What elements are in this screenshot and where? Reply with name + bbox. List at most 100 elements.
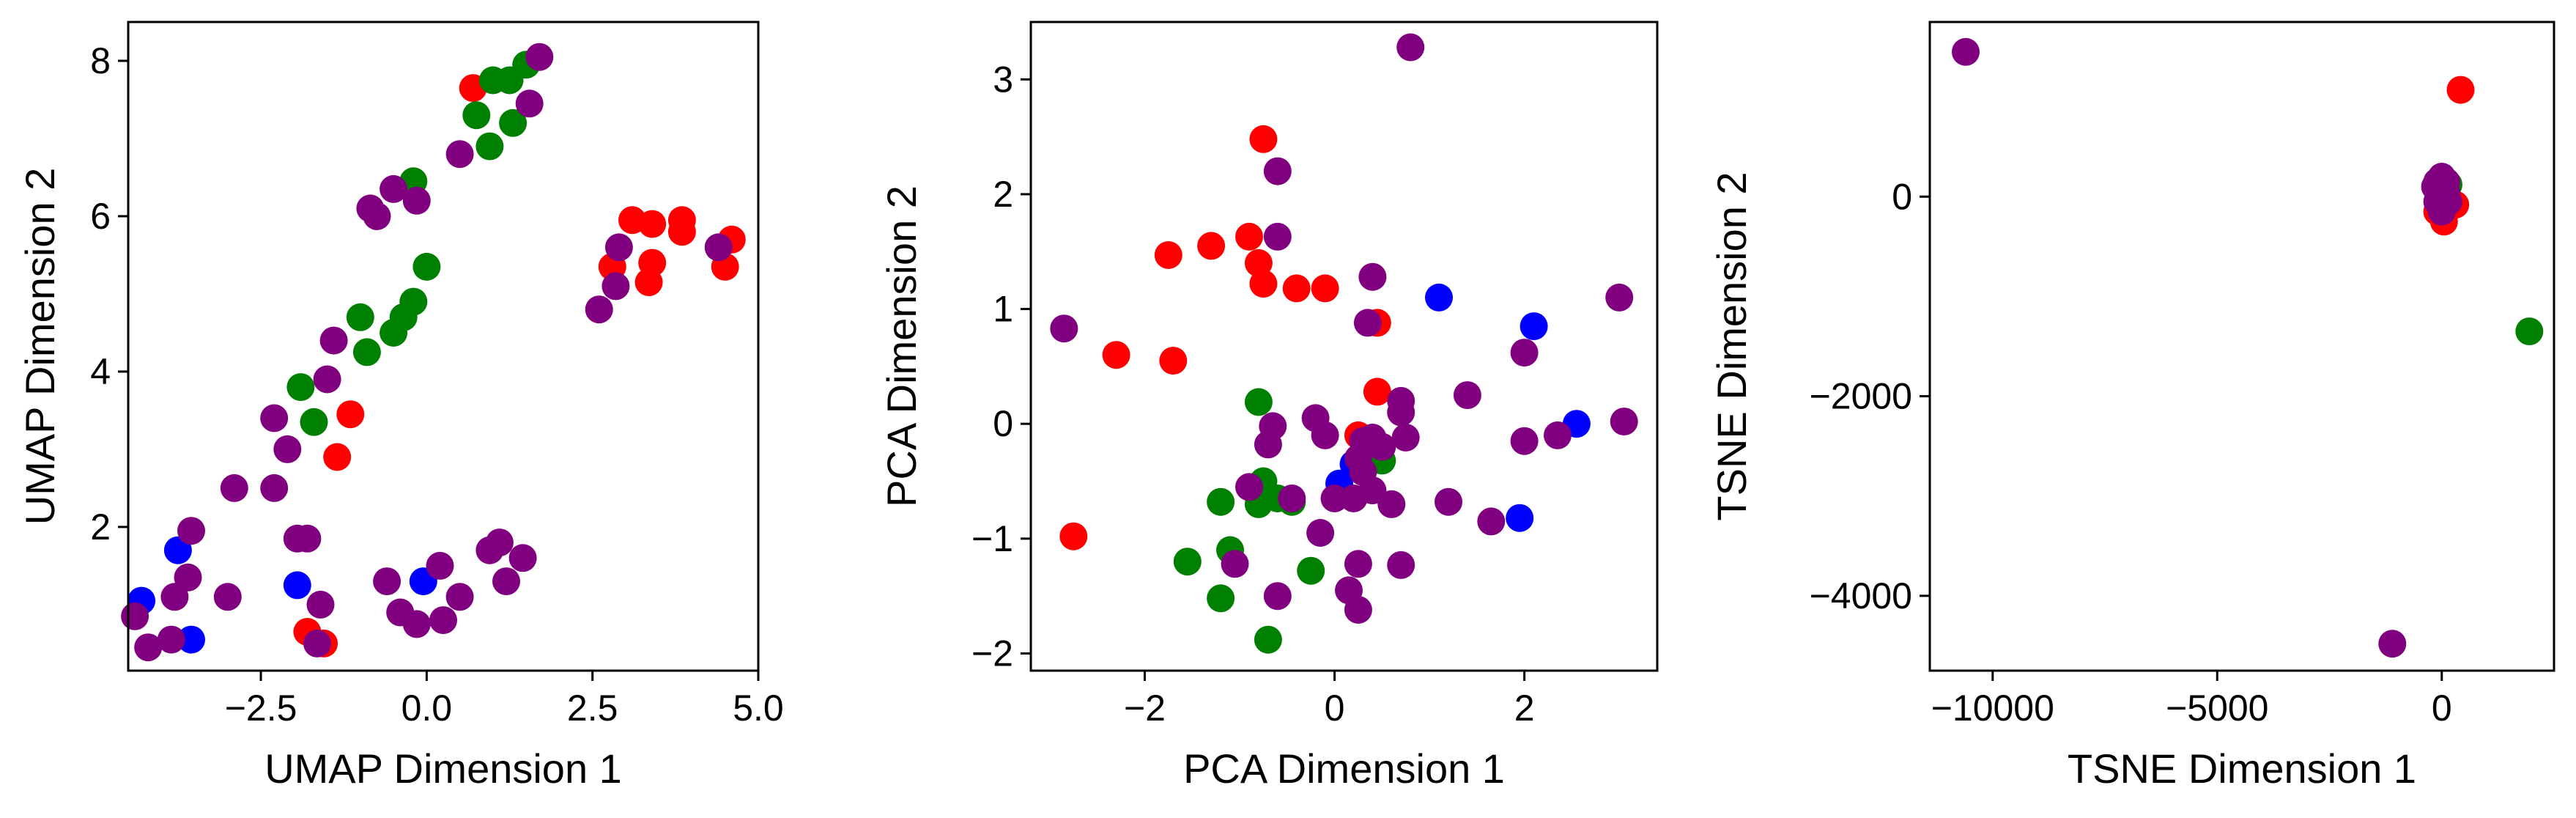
- umap-point-series-0-4: [667, 218, 696, 246]
- umap-point-series-0-10: [336, 400, 365, 429]
- pca-point-series-3-21: [1368, 432, 1396, 461]
- pca-point-series-0-6: [1282, 274, 1311, 303]
- umap-point-series-3-27: [303, 629, 331, 657]
- umap-point-series-3-8: [602, 272, 630, 301]
- tsne-x-tick-label-2: 0: [2432, 688, 2452, 729]
- umap-point-series-3-9: [585, 295, 613, 324]
- umap-point-series-1-14: [300, 408, 328, 436]
- tsne-x-tick-label-0: −10000: [1931, 688, 2054, 729]
- pca-y-tick-label-3: 1: [993, 289, 1013, 330]
- pca-point-series-2-3: [1506, 504, 1534, 532]
- pca-point-series-3-27: [1377, 490, 1406, 518]
- umap-point-series-2-3: [283, 571, 311, 600]
- pca-x-tick-label-2: 2: [1514, 688, 1535, 729]
- pca-point-series-3-29: [1477, 507, 1506, 536]
- umap-point-series-3-35: [485, 528, 514, 557]
- pca-point-series-3-28: [1435, 487, 1462, 516]
- pca-point-series-1-7: [1173, 548, 1202, 576]
- tsne-scatter-panel: −10000 −5000 0 −4000 −2000 0 TSNE Dimension 1 T…: [1709, 21, 2555, 792]
- umap-point-series-1-13: [286, 373, 315, 402]
- pca-point-series-3-12: [1544, 421, 1572, 449]
- pca-x-axis-label: PCA Dimension 1: [1183, 745, 1505, 792]
- umap-point-series-3-11: [319, 326, 348, 355]
- pca-point-series-1-8: [1207, 584, 1235, 613]
- pca-y-tick-label-5: 3: [993, 59, 1013, 100]
- umap-x-tick-label-3: 5.0: [733, 688, 784, 729]
- tsne-point-series-0-0: [2446, 75, 2475, 104]
- pca-point-series-3-34: [1344, 550, 1372, 578]
- pca-point-series-3-4: [1353, 309, 1382, 337]
- pca-y-tick-label-2: 0: [993, 403, 1013, 444]
- pca-axes-frame: [1029, 21, 1659, 672]
- tsne-point-series-3-0: [1952, 37, 1980, 66]
- pca-point-series-3-8: [1453, 381, 1481, 410]
- pca-point-series-3-13: [1610, 408, 1638, 436]
- pca-point-series-3-25: [1320, 484, 1349, 512]
- umap-point-series-3-30: [402, 610, 431, 638]
- umap-axes-frame: [127, 21, 760, 672]
- pca-point-series-0-2: [1197, 232, 1226, 260]
- umap-point-series-1-10: [380, 319, 408, 347]
- pca-point-series-3-31: [1278, 484, 1306, 512]
- umap-y-tick-label-2: 6: [90, 196, 111, 237]
- tsne-y-tick-label-1: −2000: [1810, 376, 1912, 417]
- umap-point-series-1-12: [346, 303, 374, 331]
- umap-point-series-3-16: [220, 474, 248, 502]
- pca-point-series-3-35: [1387, 550, 1415, 579]
- umap-point-series-3-14: [273, 435, 302, 463]
- umap-point-series-1-11: [352, 338, 381, 366]
- pca-point-series-1-0: [1244, 388, 1273, 416]
- pca-y-tick-label-0: −2: [971, 633, 1013, 674]
- umap-point-series-3-21: [160, 583, 189, 611]
- pca-point-series-0-11: [1102, 341, 1130, 369]
- umap-point-series-3-31: [429, 606, 457, 635]
- tsne-y-tick-label-0: −4000: [1810, 575, 1912, 616]
- pca-point-series-2-0: [1425, 283, 1453, 312]
- umap-y-tick-label-1: 4: [90, 351, 111, 392]
- umap-x-axis-label: UMAP Dimension 1: [264, 745, 622, 792]
- pca-point-series-3-2: [1263, 222, 1292, 251]
- pca-point-series-3-11: [1391, 424, 1420, 452]
- umap-point-series-3-5: [363, 202, 391, 230]
- pca-x-tick-label-1: 0: [1325, 688, 1345, 729]
- umap-point-series-3-15: [260, 474, 289, 502]
- pca-point-series-3-14: [1510, 427, 1539, 455]
- umap-point-series-3-7: [604, 233, 633, 262]
- umap-point-series-0-11: [323, 443, 352, 471]
- tsne-y-tick-label-2: 0: [1892, 176, 1912, 217]
- umap-point-series-2-2: [177, 625, 205, 654]
- umap-point-series-3-24: [157, 625, 185, 654]
- pca-point-series-0-5: [1249, 270, 1278, 298]
- pca-point-series-3-36: [1263, 582, 1292, 611]
- tsne-y-axis-label: TSNE Dimension 2: [1709, 172, 1755, 520]
- umap-point-series-0-2: [638, 210, 667, 238]
- pca-point-series-3-0: [1396, 33, 1425, 62]
- umap-point-series-3-22: [213, 583, 242, 611]
- umap-point-series-3-6: [402, 186, 431, 215]
- umap-point-series-0-8: [634, 268, 663, 297]
- pca-point-series-2-1: [1520, 312, 1548, 341]
- tsne-point-series-3-13: [2427, 172, 2456, 201]
- umap-point-series-2-0: [163, 536, 192, 564]
- pca-point-series-1-9: [1297, 556, 1325, 585]
- pca-point-series-3-38: [1344, 596, 1372, 624]
- pca-point-series-3-16: [1311, 421, 1339, 449]
- pca-point-series-1-10: [1254, 625, 1282, 654]
- umap-x-tick-label-1: 0.0: [401, 688, 453, 729]
- pca-y-tick-label-1: −1: [971, 518, 1013, 559]
- pca-x-tick-label-0: −2: [1124, 688, 1166, 729]
- umap-y-axis-label: UMAP Dimension 2: [17, 168, 63, 526]
- pca-y-tick-label-4: 2: [993, 174, 1013, 215]
- umap-point-series-1-3: [499, 108, 528, 137]
- pca-point-series-3-6: [1605, 283, 1634, 312]
- umap-x-tick-label-2: 2.5: [567, 688, 618, 729]
- umap-x-tick-label-0: −2.5: [225, 688, 297, 729]
- umap-point-series-3-33: [445, 583, 474, 611]
- pca-point-series-3-33: [1221, 550, 1249, 578]
- pca-point-series-0-1: [1154, 241, 1182, 269]
- pca-y-axis-label: PCA Dimension 2: [878, 185, 925, 507]
- umap-point-series-3-10: [704, 233, 733, 262]
- umap-point-series-3-26: [306, 590, 335, 619]
- umap-scatter-panel: −2.5 0.0 2.5 5.0 2 4 6 8 UMAP Dimension 1 UMAP Di…: [17, 21, 784, 792]
